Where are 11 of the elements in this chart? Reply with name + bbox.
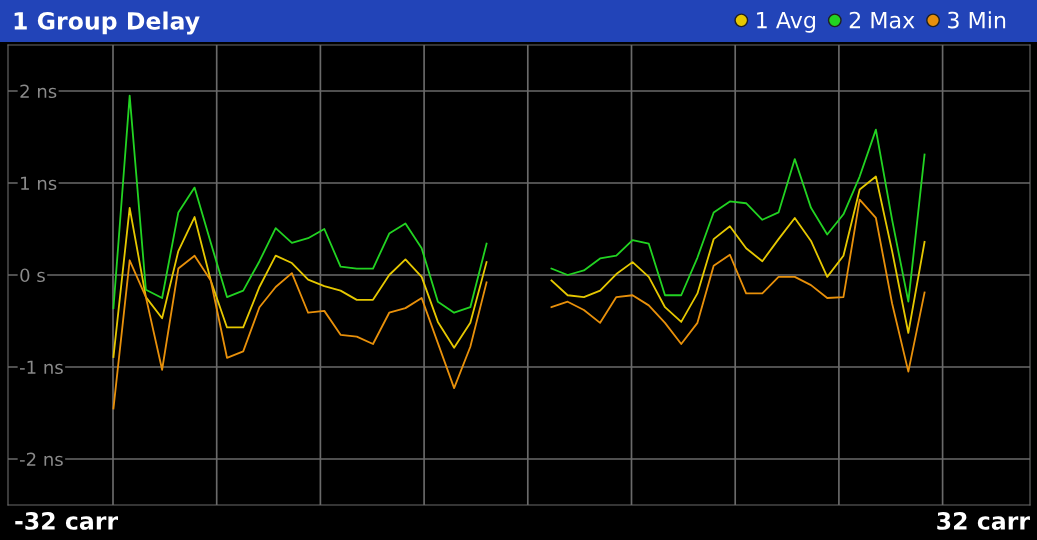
legend-label: 2 Max bbox=[849, 11, 915, 29]
text: -32 carr bbox=[15, 511, 119, 530]
y-tick-label: 0 s bbox=[20, 268, 45, 283]
y-tick-label: 1 ns bbox=[21, 176, 57, 191]
legend-label: 3 Min bbox=[948, 11, 1006, 29]
y-tick-label: -2 ns bbox=[19, 452, 63, 467]
chart-title: 1 Group Delay bbox=[14, 11, 200, 35]
legend-label: 1 Avg bbox=[757, 11, 815, 33]
text: 32 carr bbox=[937, 511, 1030, 530]
y-tick-label: -1 ns bbox=[19, 360, 63, 375]
y-tick-label: 2 ns bbox=[20, 84, 57, 99]
